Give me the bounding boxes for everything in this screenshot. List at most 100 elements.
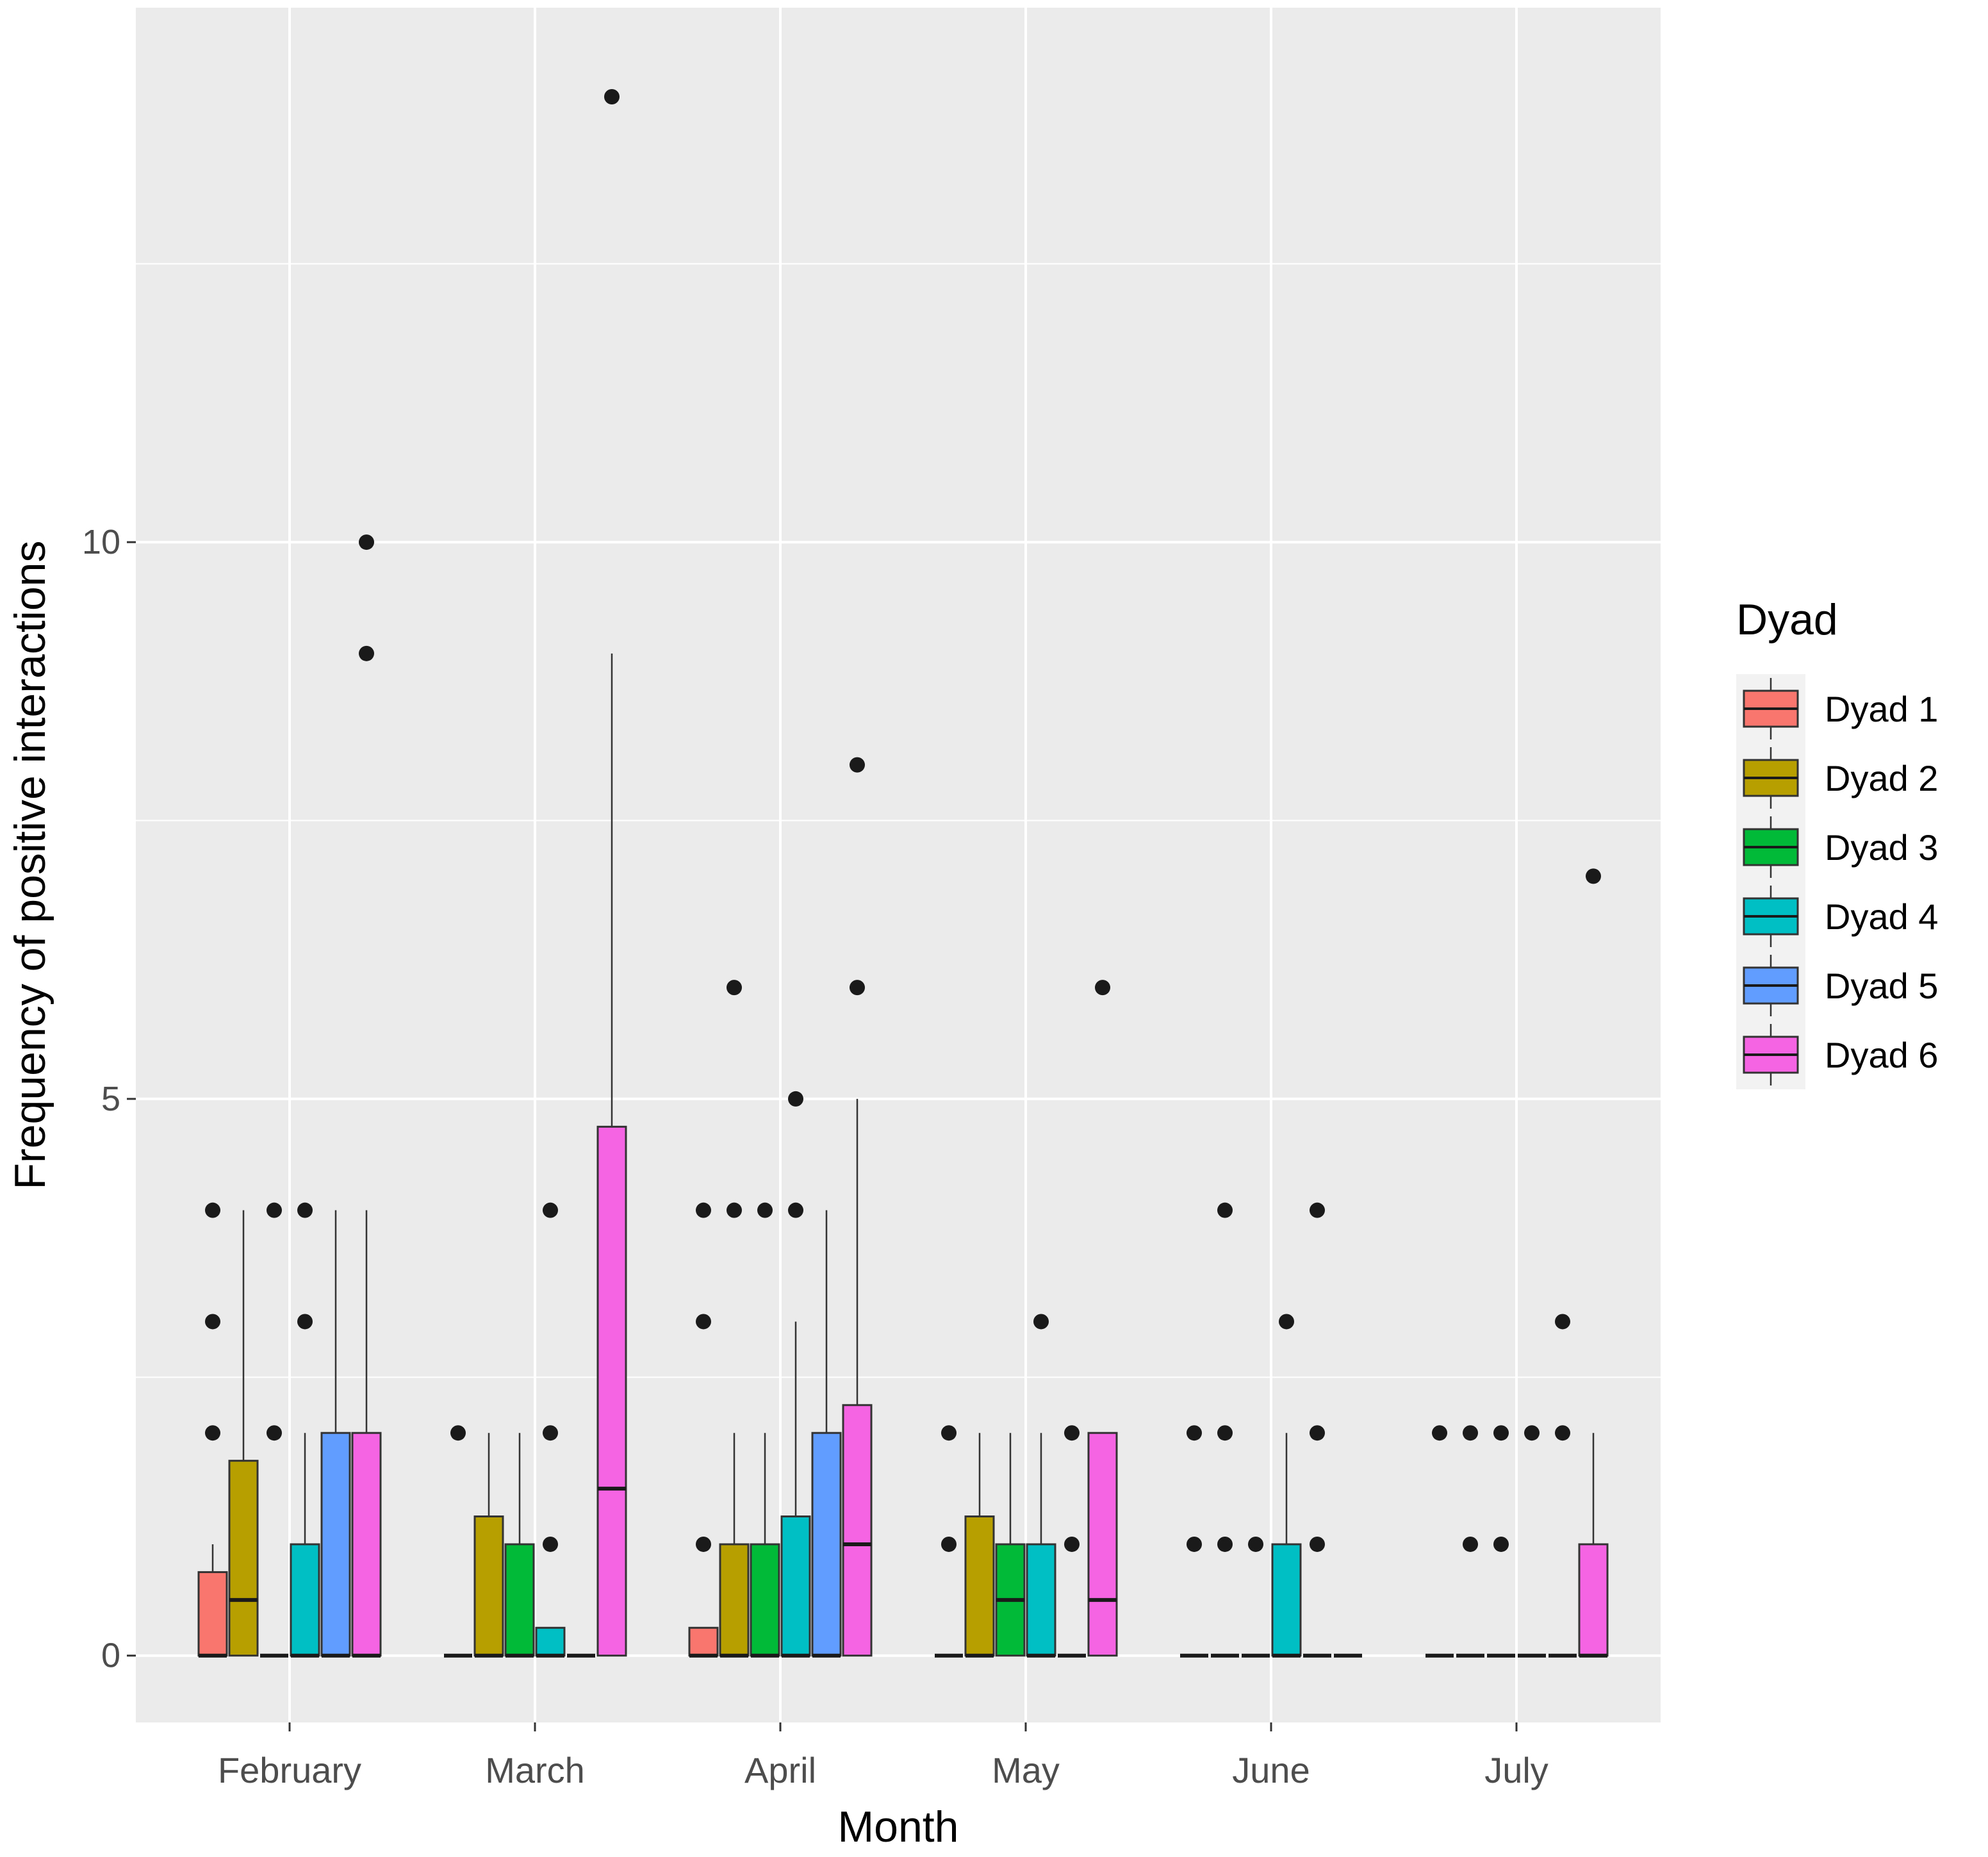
legend-label: Dyad 4 xyxy=(1825,896,1938,937)
box-dyad-3-may xyxy=(995,1433,1026,1657)
outlier-point xyxy=(788,1091,803,1107)
outlier-point xyxy=(543,1536,558,1552)
box-dyad-2-april xyxy=(719,1433,750,1658)
legend-label: Dyad 2 xyxy=(1825,758,1938,798)
outlier-point xyxy=(850,980,865,996)
legend-item-dyad-6: Dyad 6 xyxy=(1736,1020,1938,1089)
outlier-point xyxy=(1524,1425,1540,1441)
box-body xyxy=(1087,1432,1118,1657)
x-axis-title: Month xyxy=(838,1803,959,1851)
box-dyad-4-may xyxy=(1026,1433,1056,1658)
outlier-point xyxy=(941,1536,957,1552)
outlier-point xyxy=(696,1536,711,1552)
outlier-point xyxy=(543,1202,558,1218)
box-body xyxy=(842,1404,873,1657)
outlier-point xyxy=(1463,1425,1478,1441)
panel-background xyxy=(136,8,1661,1722)
box-dyad-2-february xyxy=(228,1210,259,1657)
y-axis: 0 5 10 xyxy=(82,523,136,1675)
x-axis: February March April May June July xyxy=(218,1722,1549,1790)
outlier-point xyxy=(604,89,620,105)
box-body xyxy=(197,1571,228,1657)
outlier-point xyxy=(727,980,742,996)
box-body xyxy=(351,1432,382,1657)
box-body xyxy=(780,1515,811,1657)
outlier-point xyxy=(788,1202,803,1218)
box-body xyxy=(1271,1543,1302,1657)
outlier-point xyxy=(850,757,865,773)
x-tick-label: February xyxy=(218,1750,361,1790)
box-dyad-4-march xyxy=(535,1626,566,1658)
box-body xyxy=(228,1460,259,1657)
outlier-point xyxy=(1310,1536,1325,1552)
outlier-point xyxy=(1248,1536,1263,1552)
box-layer xyxy=(197,653,1609,1658)
box-dyad-6-july xyxy=(1578,1433,1609,1658)
box-body xyxy=(1578,1543,1609,1657)
legend-item-dyad-2: Dyad 2 xyxy=(1736,743,1938,813)
box-dyad-6-february xyxy=(351,1210,382,1658)
outlier-point xyxy=(205,1314,220,1330)
box-dyad-2-march xyxy=(473,1433,504,1658)
legend-item-dyad-1: Dyad 1 xyxy=(1736,674,1938,743)
outlier-point xyxy=(267,1425,282,1441)
outlier-point xyxy=(1064,1425,1080,1441)
box-dyad-2-may xyxy=(964,1433,995,1658)
outlier-point xyxy=(1310,1425,1325,1441)
box-body xyxy=(290,1543,320,1657)
outlier-point xyxy=(1217,1202,1233,1218)
box-body xyxy=(473,1515,504,1657)
box-dyad-4-june xyxy=(1271,1433,1302,1658)
y-tick-label: 0 xyxy=(101,1637,120,1675)
legend-title: Dyad xyxy=(1736,595,1838,644)
outlier-point xyxy=(727,1202,742,1218)
legend-label: Dyad 3 xyxy=(1825,827,1938,868)
box-dyad-6-april xyxy=(842,1098,873,1657)
box-body xyxy=(964,1515,995,1657)
x-tick-label: March xyxy=(485,1750,585,1790)
outlier-point xyxy=(1586,868,1601,884)
legend-item-dyad-4: Dyad 4 xyxy=(1736,882,1938,951)
x-tick-label: July xyxy=(1484,1750,1549,1790)
outlier-point xyxy=(1064,1536,1080,1552)
major-gridlines xyxy=(136,8,1661,1722)
outlier-layer xyxy=(205,89,1601,1552)
box-body xyxy=(320,1432,351,1657)
y-axis-title: Frequency of positive interactions xyxy=(6,541,54,1190)
box-dyad-5-february xyxy=(320,1210,351,1658)
outlier-point xyxy=(450,1425,466,1441)
legend-label: Dyad 1 xyxy=(1825,689,1938,729)
legend-label: Dyad 5 xyxy=(1825,966,1938,1006)
box-dyad-1-april xyxy=(688,1626,719,1658)
box-dyad-6-march xyxy=(596,653,627,1657)
outlier-point xyxy=(1279,1314,1294,1330)
outlier-point xyxy=(1217,1425,1233,1441)
x-tick-label: April xyxy=(744,1750,816,1790)
outlier-point xyxy=(1095,980,1110,996)
box-body xyxy=(535,1626,566,1657)
outlier-point xyxy=(297,1202,313,1218)
box-body xyxy=(719,1543,750,1657)
outlier-point xyxy=(1310,1202,1325,1218)
outlier-point xyxy=(1187,1425,1202,1441)
box-body xyxy=(596,1125,627,1657)
outlier-point xyxy=(205,1202,220,1218)
outlier-point xyxy=(205,1425,220,1441)
box-dyad-1-february xyxy=(197,1544,228,1658)
outlier-point xyxy=(1217,1536,1233,1552)
y-tick-label: 10 xyxy=(82,523,120,561)
box-body xyxy=(1026,1543,1056,1657)
outlier-point xyxy=(1033,1314,1049,1330)
outlier-point xyxy=(941,1425,957,1441)
legend-label: Dyad 6 xyxy=(1825,1035,1938,1075)
outlier-point xyxy=(267,1202,282,1218)
box-body xyxy=(504,1543,535,1657)
box-dyad-5-april xyxy=(811,1210,842,1658)
legend-item-dyad-3: Dyad 3 xyxy=(1736,813,1938,882)
x-tick-label: June xyxy=(1232,1750,1310,1790)
outlier-point xyxy=(757,1202,773,1218)
box-dyad-3-march xyxy=(504,1433,535,1658)
legend-keys: Dyad 1 Dyad 2 Dyad 3 Dyad 4 Dyad 5 Dyad 6 xyxy=(1736,674,1938,1089)
